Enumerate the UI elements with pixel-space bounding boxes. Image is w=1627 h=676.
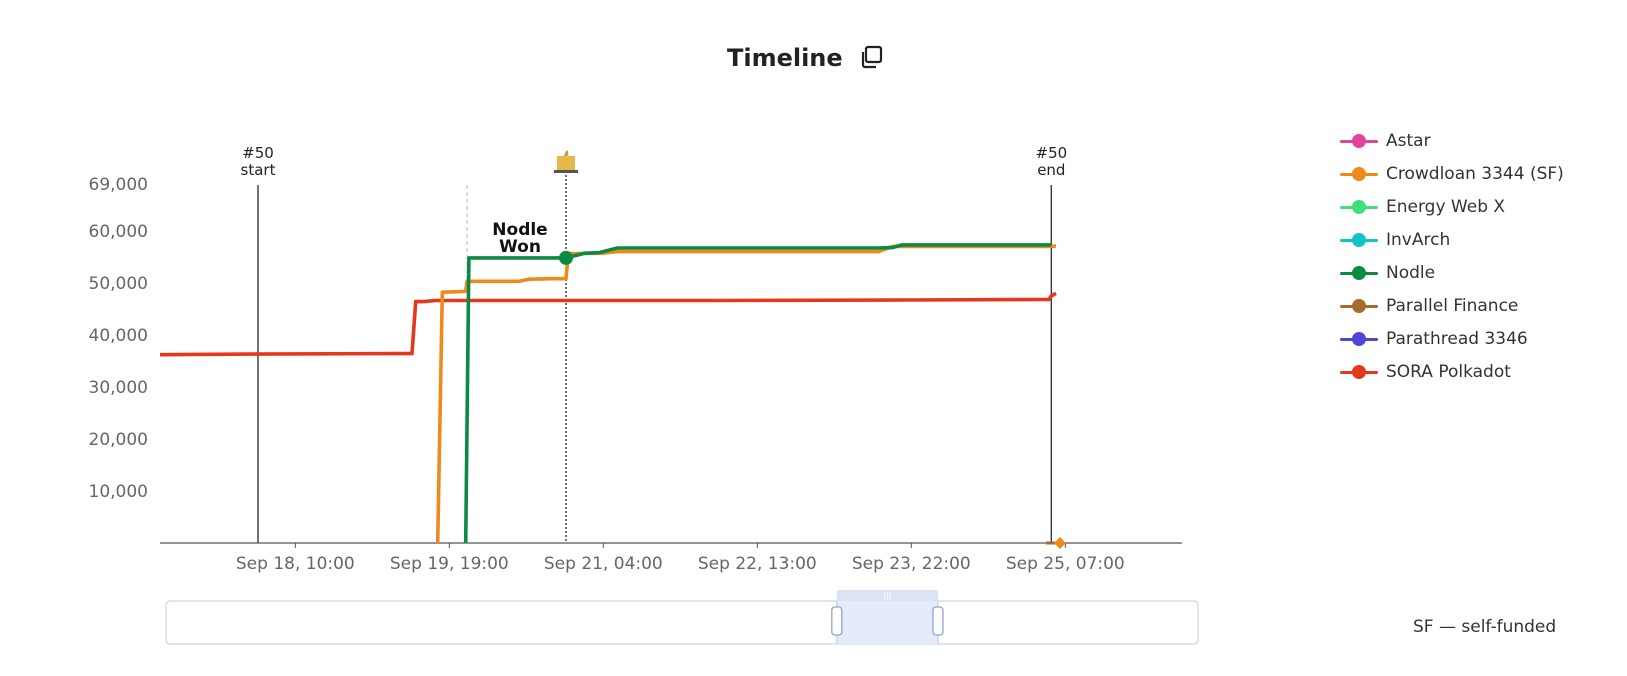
zoom-handle-left[interactable] xyxy=(831,606,843,636)
chart-legend: Astar Crowdloan 3344 (SF) Energy Web X InvA… xyxy=(1340,124,1564,388)
legend-label: InvArch xyxy=(1386,229,1451,250)
legend-label: Parathread 3346 xyxy=(1386,328,1528,349)
x-tick-label: Sep 25, 07:00 xyxy=(1006,554,1125,574)
series-line-nodle xyxy=(463,243,1052,544)
legend-label: Nodle xyxy=(1386,262,1436,283)
winner-label-name: Nodle xyxy=(492,220,547,240)
legend-swatch-icon xyxy=(1340,265,1378,281)
legend-item[interactable]: Crowdloan 3344 (SF) xyxy=(1340,157,1564,190)
series-line-crowdloan-3344-sf- xyxy=(435,244,1057,544)
end-point-marker[interactable] xyxy=(1054,537,1066,549)
copy-icon[interactable] xyxy=(859,45,883,75)
zoom-selection[interactable] xyxy=(836,601,938,644)
legend-item[interactable]: Nodle xyxy=(1340,256,1564,289)
legend-label: Parallel Finance xyxy=(1386,295,1519,316)
y-tick-label: 50,000 xyxy=(89,274,148,294)
legend-item[interactable]: InvArch xyxy=(1340,223,1564,256)
x-tick-label: Sep 22, 13:00 xyxy=(698,554,817,574)
y-tick-label: 69,000 xyxy=(89,175,148,195)
legend-swatch-icon xyxy=(1340,166,1378,182)
zoom-slider-track[interactable] xyxy=(165,600,1199,645)
marker-label-top: #50 xyxy=(1036,144,1068,162)
zoom-drag-bar[interactable] xyxy=(836,590,938,601)
zoom-grip-icon: ||| xyxy=(883,591,891,600)
legend-swatch-icon xyxy=(1340,298,1378,314)
footnote: SF — self-funded xyxy=(1413,617,1557,637)
legend-swatch-icon xyxy=(1340,232,1378,248)
legend-item[interactable]: Parallel Finance xyxy=(1340,289,1564,322)
legend-swatch-icon xyxy=(1340,364,1378,380)
x-tick-label: Sep 19, 19:00 xyxy=(390,554,509,574)
legend-swatch-icon xyxy=(1340,331,1378,347)
y-tick-label: 60,000 xyxy=(89,222,148,242)
chart-title-text: Timeline xyxy=(726,44,843,72)
y-tick-label: 10,000 xyxy=(89,482,148,502)
legend-label: SORA Polkadot xyxy=(1386,361,1511,382)
series-line-sora-polkadot xyxy=(159,291,1057,357)
chart-title: Timeline xyxy=(0,44,1610,75)
marker-label-top: #50 xyxy=(242,144,274,162)
y-tick-label: 30,000 xyxy=(89,378,148,398)
legend-item[interactable]: Energy Web X xyxy=(1340,190,1564,223)
legend-item[interactable]: Parathread 3346 xyxy=(1340,322,1564,355)
legend-label: Astar xyxy=(1386,130,1431,151)
marker-label-bottom: end xyxy=(1037,161,1065,179)
legend-label: Crowdloan 3344 (SF) xyxy=(1386,163,1564,184)
legend-swatch-icon xyxy=(1340,199,1378,215)
candle-icon xyxy=(554,150,578,173)
zoom-handle-right[interactable] xyxy=(932,606,944,636)
winner-label-won: Won xyxy=(499,237,541,257)
x-tick-label: Sep 18, 10:00 xyxy=(236,554,355,574)
legend-item[interactable]: SORA Polkadot xyxy=(1340,355,1564,388)
x-tick-label: Sep 21, 04:00 xyxy=(544,554,663,574)
marker-label-bottom: start xyxy=(241,161,276,179)
y-tick-label: 40,000 xyxy=(89,326,148,346)
winner-point[interactable] xyxy=(559,250,573,265)
x-tick-label: Sep 23, 22:00 xyxy=(852,554,971,574)
legend-label: Energy Web X xyxy=(1386,196,1506,217)
legend-swatch-icon xyxy=(1340,133,1378,149)
legend-item[interactable]: Astar xyxy=(1340,124,1564,157)
y-tick-label: 20,000 xyxy=(89,430,148,450)
